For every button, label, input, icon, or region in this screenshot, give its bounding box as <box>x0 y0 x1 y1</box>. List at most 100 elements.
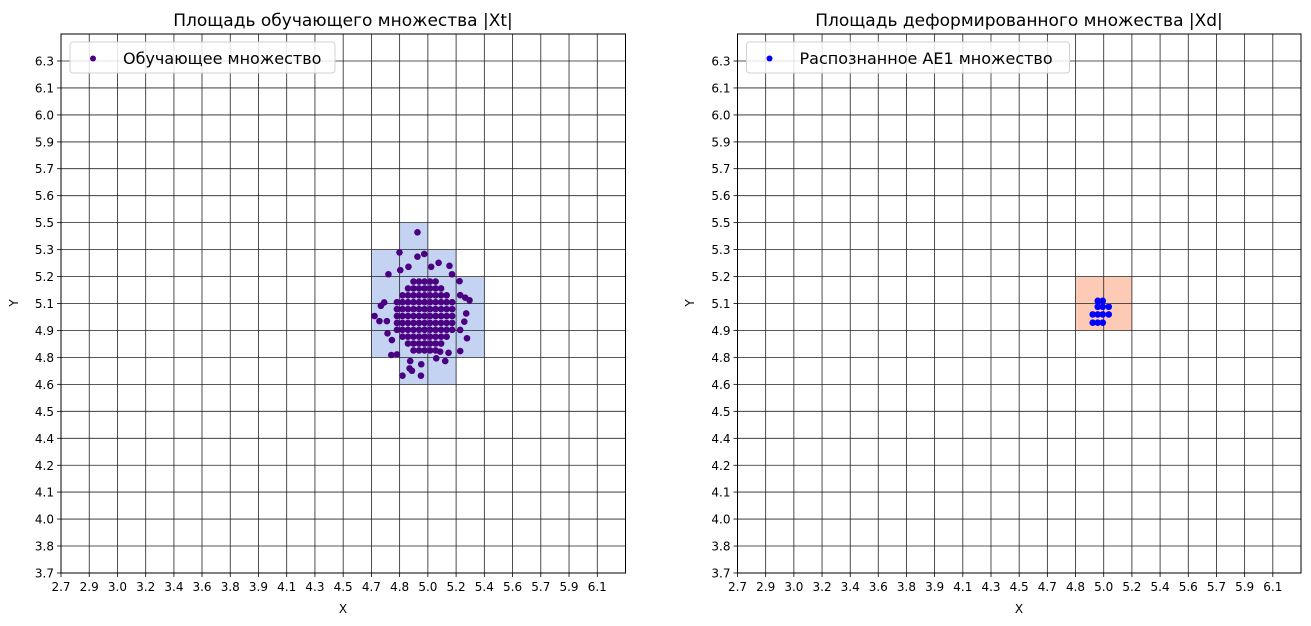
data-point <box>371 312 378 320</box>
x-tick-label: 2.9 <box>756 580 775 594</box>
data-point <box>383 317 391 325</box>
data-point <box>443 326 450 334</box>
y-tick-label: 3.7 <box>35 567 54 581</box>
x-tick-label: 5.7 <box>531 580 550 594</box>
data-point <box>415 326 423 334</box>
data-point <box>399 333 406 340</box>
deformed-set-chart: Площадь деформированного множества |Xd| … <box>683 11 1302 616</box>
y-tick-label: 6.1 <box>711 81 730 95</box>
data-point <box>437 298 445 306</box>
y-tick-label: 4.1 <box>35 486 54 500</box>
data-point <box>426 285 434 292</box>
x-tick-label: 5.0 <box>418 580 437 594</box>
data-point <box>404 319 412 327</box>
data-point <box>393 305 401 313</box>
y-tick-label: 5.5 <box>35 216 54 230</box>
data-point <box>437 285 445 292</box>
x-tick-label: 5.6 <box>503 580 522 594</box>
data-point <box>1094 303 1102 311</box>
data-point <box>404 333 412 340</box>
x-tick-label: 5.0 <box>1094 580 1113 594</box>
training-set-chart: Площадь обучающего множества |Xt| X Y 2.… <box>7 11 626 616</box>
x-tick-label: 4.8 <box>390 580 409 594</box>
x-tick-label: 3.8 <box>221 580 240 594</box>
y-tick-label: 4.9 <box>35 324 54 338</box>
legend-label: Распознанное AE1 множество <box>800 49 1053 68</box>
data-point <box>404 298 412 306</box>
y-tick-label: 5.3 <box>711 243 730 257</box>
x-tick-label: 5.9 <box>559 580 578 594</box>
data-point <box>427 263 435 271</box>
data-point <box>448 312 456 320</box>
data-point <box>396 249 403 256</box>
data-point <box>432 285 439 292</box>
data-point <box>432 312 439 320</box>
x-tick-label: 3.2 <box>813 580 832 594</box>
data-point <box>432 319 439 327</box>
y-tick-label: 3.7 <box>711 567 730 581</box>
x-tick-label: 4.1 <box>953 580 972 594</box>
chart-title: Площадь обучающего множества |Xt| <box>173 11 513 31</box>
data-point <box>421 340 428 347</box>
data-point <box>1105 311 1113 318</box>
data-point <box>426 292 434 299</box>
legend-marker-icon <box>90 55 96 62</box>
data-point <box>1105 303 1113 311</box>
data-point <box>448 305 456 313</box>
data-point <box>393 319 401 327</box>
data-point <box>421 298 428 306</box>
x-tick-label: 5.4 <box>1151 580 1170 594</box>
data-point <box>456 347 464 355</box>
data-point <box>437 326 445 334</box>
y-tick-label: 5.9 <box>35 135 54 149</box>
data-point <box>410 326 417 334</box>
data-point <box>1094 297 1102 305</box>
x-tick-label: 5.6 <box>1179 580 1198 594</box>
data-point <box>399 372 406 379</box>
y-tick-label: 4.5 <box>35 405 54 419</box>
data-point <box>456 277 463 285</box>
data-point <box>377 302 385 310</box>
data-point <box>448 319 456 327</box>
data-point <box>441 357 449 365</box>
data-point <box>432 326 439 334</box>
x-tick-label: 5.9 <box>1235 580 1254 594</box>
x-tick-label: 4.3 <box>305 580 324 594</box>
data-point <box>456 291 464 299</box>
data-point <box>399 292 406 299</box>
y-tick-label: 5.2 <box>35 270 54 284</box>
data-point <box>388 336 396 344</box>
data-point <box>393 312 401 320</box>
x-tick-label: 4.5 <box>1010 580 1029 594</box>
data-point <box>415 347 423 354</box>
x-tick-label: 3.0 <box>784 580 803 594</box>
y-tick-label: 5.7 <box>711 162 730 176</box>
y-tick-label: 4.4 <box>35 432 54 446</box>
x-tick-label: 6.1 <box>1263 580 1282 594</box>
data-point <box>443 319 450 327</box>
x-tick-label: 3.0 <box>108 580 127 594</box>
region-cell <box>399 222 428 250</box>
y-tick-label: 4.6 <box>711 378 730 392</box>
y-tick-label: 4.8 <box>35 351 54 365</box>
x-tick-label: 3.9 <box>925 580 944 594</box>
y-tick-label: 6.1 <box>35 81 54 95</box>
data-point <box>432 340 439 347</box>
y-tick-label: 4.8 <box>711 351 730 365</box>
data-point <box>432 347 439 354</box>
data-point <box>443 298 450 306</box>
y-tick-label: 5.6 <box>35 189 54 203</box>
data-point <box>456 326 464 334</box>
data-point <box>426 340 434 347</box>
data-point <box>417 372 425 379</box>
data-point <box>1099 319 1107 327</box>
data-point <box>426 333 434 340</box>
data-point <box>437 292 445 299</box>
data-point <box>1094 319 1102 327</box>
x-tick-label: 4.1 <box>277 580 296 594</box>
data-point <box>410 305 417 313</box>
x-tick-label: 5.4 <box>475 580 494 594</box>
data-point <box>420 250 428 258</box>
x-tick-label: 5.2 <box>447 580 466 594</box>
y-tick-label: 4.2 <box>711 459 730 473</box>
